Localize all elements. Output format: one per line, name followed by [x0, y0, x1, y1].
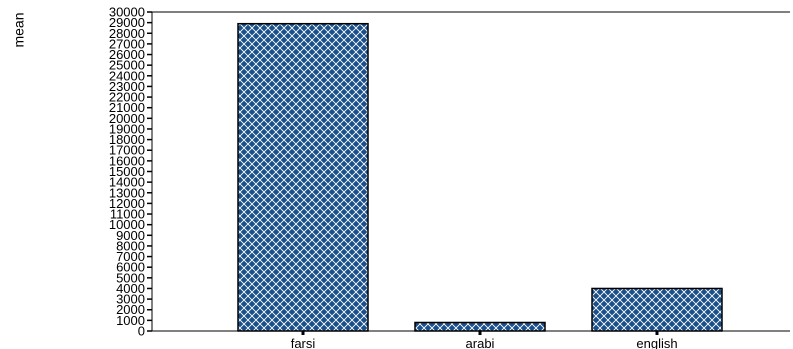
bar-arabi: [414, 321, 546, 332]
y-tick-label: 21000: [109, 100, 145, 115]
y-tick-label: 14000: [109, 175, 145, 190]
y-tick-label: 10000: [109, 217, 145, 232]
bar-english: [591, 287, 723, 332]
y-tick-label: 3000: [116, 292, 145, 307]
bar-farsi: [237, 22, 369, 332]
y-tick-label: 2000: [116, 302, 145, 317]
y-tick-label: 12000: [109, 196, 145, 211]
y-tick-label: 8000: [116, 238, 145, 253]
x-tick-label: arabi: [466, 336, 495, 349]
y-tick-label: 5000: [116, 270, 145, 285]
y-tick-label: 11000: [110, 207, 145, 222]
x-tick-label: farsi: [291, 336, 316, 349]
y-tick-label: 30000: [109, 5, 145, 20]
y-tick-label: 27000: [109, 36, 145, 51]
y-tick-label: 29000: [109, 15, 145, 30]
y-tick-label: 9000: [116, 228, 145, 243]
y-tick-label: 20000: [109, 111, 145, 126]
y-axis-ticks: 0100020003000400050006000700080009000100…: [109, 5, 152, 339]
y-tick-label: 23000: [109, 79, 145, 94]
y-tick-label: 4000: [116, 281, 145, 296]
y-tick-label: 1000: [116, 313, 145, 328]
y-tick-label: 25000: [109, 58, 145, 73]
y-axis-label: mean: [11, 12, 27, 47]
y-tick-label: 18000: [109, 132, 145, 147]
y-tick-label: 16000: [109, 153, 145, 168]
y-tick-label: 17000: [109, 143, 145, 158]
y-tick-label: 13000: [109, 185, 145, 200]
y-tick-label: 28000: [109, 26, 145, 41]
bars: [237, 22, 723, 332]
y-tick-label: 26000: [109, 47, 145, 62]
y-tick-label: 6000: [116, 260, 145, 275]
y-tick-label: 19000: [109, 121, 145, 136]
y-tick-label: 7000: [116, 249, 145, 264]
y-tick-label: 22000: [109, 90, 145, 105]
y-tick-label: 15000: [109, 164, 145, 179]
x-tick-label: english: [636, 336, 677, 349]
y-tick-label: 24000: [109, 68, 145, 83]
y-tick-label: 0: [138, 324, 145, 339]
x-axis-ticks: farsi arabi english: [291, 331, 678, 349]
